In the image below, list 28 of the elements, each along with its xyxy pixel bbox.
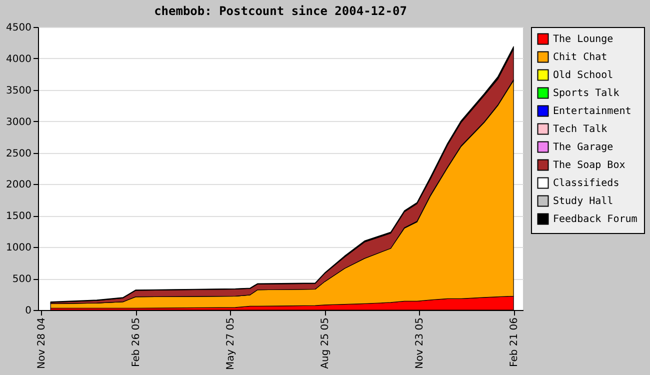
y-tick-label: 2000 [6,180,32,191]
x-tick-label: Aug 25 05 [320,318,332,369]
legend-label: Feedback Forum [553,214,638,225]
y-tick-label: 3500 [6,85,32,96]
y-tick-label: 1500 [6,211,32,222]
legend-label: The Lounge [553,34,614,45]
legend-label: The Garage [553,142,614,153]
y-tick-label: 0 [25,306,32,316]
legend-label: Chit Chat [553,52,608,63]
legend-label: Old School [553,70,614,81]
x-tick-label: Feb 26 05 [131,318,142,368]
y-tick-label: 3000 [6,116,32,128]
legend-label: Study Hall [553,196,614,207]
x-tick-label: Feb 21 06 [509,318,520,368]
y-tick-label: 4000 [6,54,32,65]
x-tick-label: Nov 28 04 [36,318,48,369]
y-tick-label: 500 [12,274,32,286]
legend-label: Tech Talk [553,124,608,135]
legend-label: Classifieds [553,178,620,189]
y-tick-label: 1000 [6,242,32,254]
x-tick-label: Nov 23 05 [414,318,426,369]
x-tick-label: May 27 05 [226,318,237,370]
legend-label: Entertainment [553,106,632,117]
chart-title: chembob: Postcount since 2004-12-07 [154,4,407,18]
legend-label: The Soap Box [553,160,626,171]
y-tick-label: 2500 [6,148,32,160]
y-tick-label: 4500 [6,22,32,34]
legend-label: Sports Talk [553,88,620,99]
